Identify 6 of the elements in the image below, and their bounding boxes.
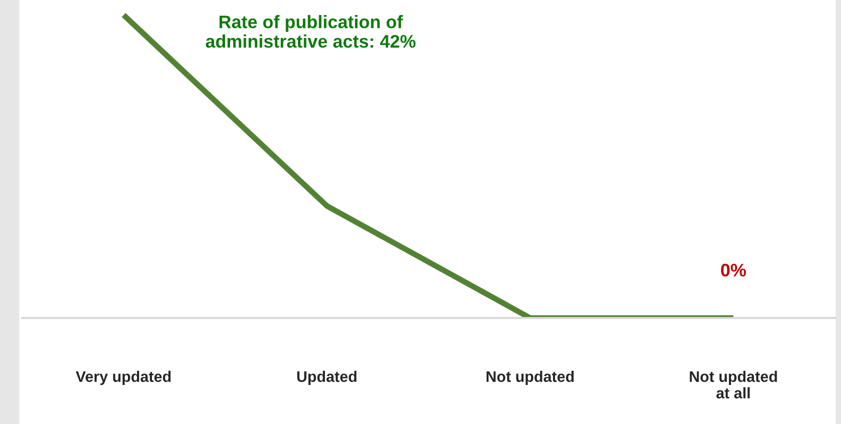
annotation: Rate of publication of administrative acts: 42% [206,15,416,48]
x-tick-label: Very updated [76,370,171,386]
x-tick-label: Not updated [486,370,574,386]
x-tick-label: Updated [297,370,356,386]
annotation: 0% [721,264,746,277]
x-tick-label: Not updated at all [690,370,777,398]
